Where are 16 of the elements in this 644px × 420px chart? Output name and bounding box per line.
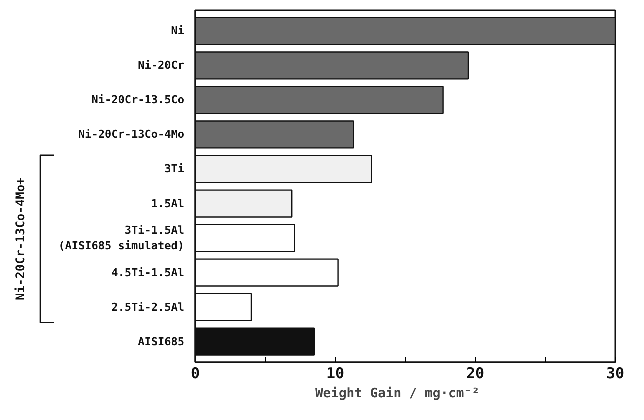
y-tick-label: Ni-20Cr-13.5Co xyxy=(92,94,185,107)
y-tick-label: Ni xyxy=(171,24,185,38)
y-tick-label: 1.5Al xyxy=(151,197,185,210)
x-tick-label: 30 xyxy=(606,364,625,382)
text: Ni-20Cr-13Co-4Mo+ xyxy=(14,178,28,301)
y-tick-label: Ni-20Cr xyxy=(138,59,185,72)
x-tick-label: 10 xyxy=(326,364,345,382)
y-tick-label: 3Ti-1.5Al (AISI685 simulated) xyxy=(58,224,185,253)
y-tick-label: 3Ti xyxy=(164,162,185,176)
y-tick-label: 2.5Ti-2.5Al xyxy=(112,300,185,314)
y-tick-label: AISI685 xyxy=(138,335,184,348)
x-tick-label: 0 xyxy=(190,364,200,382)
x-axis-title: Weight Gain / mg·cm⁻² xyxy=(315,386,480,402)
x-tick-label: 20 xyxy=(466,364,485,382)
y-tick-label: Ni-20Cr-13Co-4Mo xyxy=(78,128,185,142)
y-tick-label: 4.5Ti-1.5Al xyxy=(112,266,185,280)
